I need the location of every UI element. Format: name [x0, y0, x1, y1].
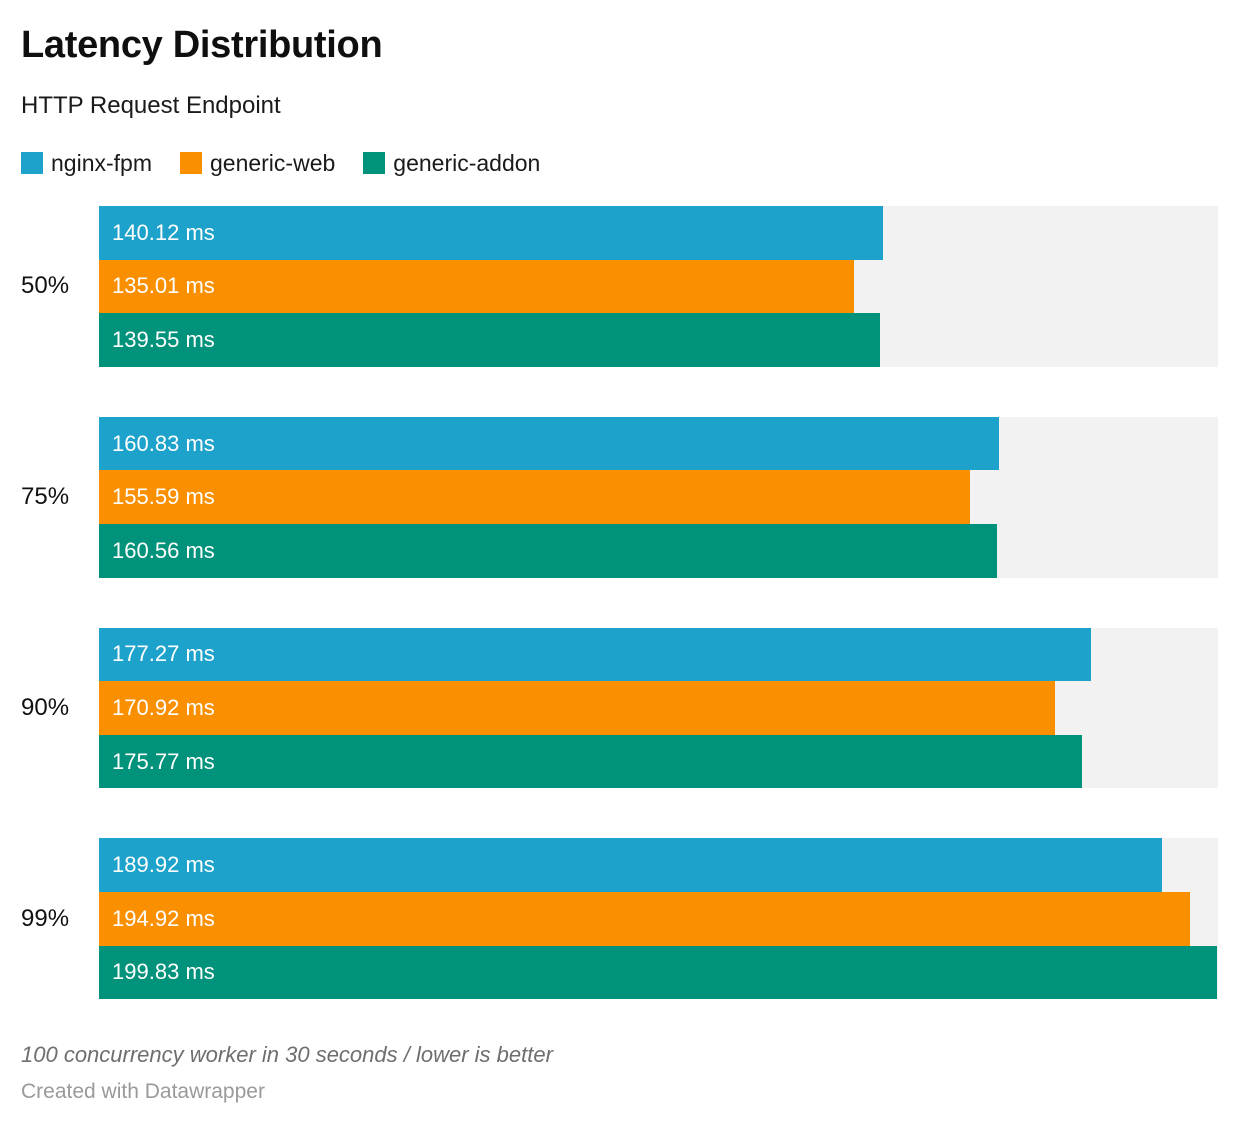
bar-generic-web-99%: 194.92 ms [99, 891, 1190, 946]
bar-track: 155.59 ms [99, 470, 1218, 524]
legend-label: generic-addon [393, 150, 541, 176]
footnote: 100 concurrency worker in 30 seconds / l… [21, 1042, 553, 1068]
bar-track: 194.92 ms [99, 891, 1218, 946]
bar-track: 177.27 ms [99, 627, 1218, 682]
bar-value-label: 199.83 ms [112, 959, 215, 985]
bar-track: 160.56 ms [99, 523, 1218, 578]
legend-label: nginx-fpm [51, 150, 152, 176]
bar-group-90%: 90% 177.27 ms 170.92 ms 175.77 ms [21, 627, 1218, 789]
bar-generic-addon-99%: 199.83 ms [99, 945, 1218, 1000]
bar-track: 199.83 ms [99, 945, 1218, 1000]
legend-item-generic-web: generic-web [179, 150, 336, 176]
legend-swatch-icon [179, 152, 202, 174]
bar-value-label: 135.01 ms [112, 273, 215, 299]
bar-track: 135.01 ms [99, 259, 1218, 314]
bar-generic-web-75%: 155.59 ms [99, 470, 970, 524]
bar-value-label: 189.92 ms [112, 852, 215, 878]
bar-value-label: 140.12 ms [112, 219, 215, 245]
bar-generic-addon-75%: 160.56 ms [99, 523, 998, 578]
bar-value-label: 155.59 ms [112, 484, 215, 510]
bar-track: 139.55 ms [99, 313, 1218, 367]
category-label: 99% [21, 904, 70, 932]
bar-value-label: 194.92 ms [112, 905, 215, 931]
bar-generic-addon-50%: 139.55 ms [99, 313, 880, 367]
category-label: 50% [21, 272, 70, 300]
chart-container: Latency Distribution HTTP Request Endpoi… [21, 24, 1218, 1104]
bar-value-label: 177.27 ms [112, 641, 215, 667]
legend-item-generic-addon: generic-addon [363, 151, 540, 175]
legend-swatch-icon [21, 152, 43, 174]
bar-stack: 177.27 ms 170.92 ms 175.77 ms [99, 627, 1218, 789]
bar-value-label: 160.56 ms [112, 537, 215, 563]
bar-stack: 189.92 ms 194.92 ms 199.83 ms [99, 838, 1218, 1000]
bar-generic-web-90%: 170.92 ms [99, 681, 1056, 735]
bar-stack: 160.83 ms 155.59 ms 160.56 ms [99, 416, 1218, 578]
category-label: 75% [21, 483, 70, 511]
attribution: Created with Datawrapper [21, 1080, 265, 1104]
bar-nginx-fpm-99%: 189.92 ms [99, 838, 1162, 892]
bar-track: 160.83 ms [99, 416, 1218, 471]
bar-track: 140.12 ms [99, 206, 1218, 260]
bar-value-label: 160.83 ms [112, 430, 215, 456]
bar-track: 175.77 ms [99, 734, 1218, 789]
chart-subtitle: HTTP Request Endpoint [21, 92, 281, 119]
legend-swatch-icon [363, 152, 386, 174]
bar-value-label: 175.77 ms [112, 748, 215, 774]
bar-value-label: 139.55 ms [112, 326, 215, 352]
bar-generic-addon-90%: 175.77 ms [99, 734, 1083, 789]
bar-nginx-fpm-50%: 140.12 ms [99, 206, 883, 260]
legend-item-nginx-fpm: nginx-fpm [21, 151, 152, 175]
bar-group-75%: 75% 160.83 ms 155.59 ms 160.56 ms [21, 416, 1218, 578]
bar-stack: 140.12 ms 135.01 ms 139.55 ms [99, 206, 1218, 367]
bar-chart: 50% 140.12 ms 135.01 ms 139.55 ms 75% 160.83 … [21, 206, 1218, 1000]
bar-group-50%: 50% 140.12 ms 135.01 ms 139.55 ms [21, 206, 1218, 367]
chart-title: Latency Distribution [21, 24, 383, 66]
bar-value-label: 170.92 ms [112, 694, 215, 720]
legend-label: generic-web [209, 150, 336, 176]
bar-track: 170.92 ms [99, 681, 1218, 735]
bar-generic-web-50%: 135.01 ms [99, 259, 855, 314]
legend: nginx-fpm generic-web generic-addon [21, 151, 1218, 175]
category-label: 90% [21, 693, 70, 721]
bar-group-99%: 99% 189.92 ms 194.92 ms 199.83 ms [21, 838, 1218, 1000]
bar-nginx-fpm-75%: 160.83 ms [99, 416, 999, 471]
bar-track: 189.92 ms [99, 838, 1218, 892]
bar-nginx-fpm-90%: 177.27 ms [99, 627, 1091, 682]
